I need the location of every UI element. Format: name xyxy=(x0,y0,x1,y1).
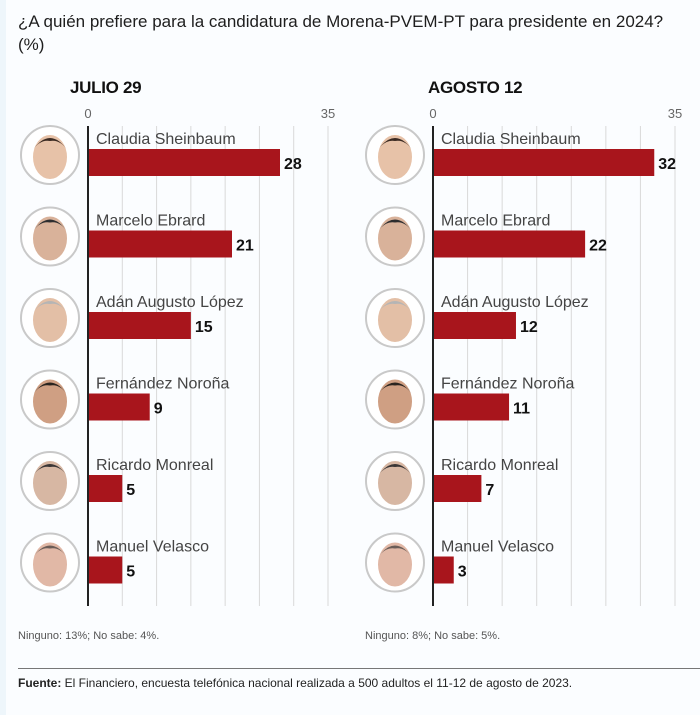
candidate-name: Ricardo Monreal xyxy=(441,457,558,474)
value-label: 5 xyxy=(126,482,135,499)
tick-label: 0 xyxy=(429,106,436,121)
candidate-photo xyxy=(365,369,425,430)
bar xyxy=(433,475,482,502)
candidate-name: Fernández Noroña xyxy=(96,376,230,393)
candidate-photo xyxy=(365,206,425,267)
candidate-photo xyxy=(365,288,425,348)
value-label: 7 xyxy=(485,482,494,499)
candidate-photo xyxy=(20,206,80,267)
source-line: Fuente: El Financiero, encuesta telefóni… xyxy=(18,676,572,690)
bar-chart-julio: 0 35 Claudia Sheinbaum 28 Marcelo Ebrard 21 Ad… xyxy=(20,106,335,606)
panel-title-agosto: AGOSTO 12 xyxy=(428,78,523,97)
candidate-photo xyxy=(20,288,80,348)
bar xyxy=(88,312,191,339)
bar xyxy=(433,312,516,339)
value-label: 15 xyxy=(195,319,213,336)
bar xyxy=(88,475,123,502)
bar xyxy=(88,393,150,421)
left-edge-strip xyxy=(0,0,6,715)
value-label: 21 xyxy=(236,238,254,255)
candidate-name: Adán Augusto López xyxy=(441,294,589,311)
panel-agosto: AGOSTO 12 0 35 Claudia Sheinbaum 32 Marcelo … xyxy=(345,0,695,642)
candidate-name: Claudia Sheinbaum xyxy=(96,131,236,148)
bar xyxy=(433,393,510,421)
candidate-photo xyxy=(20,125,80,185)
tick-label: 35 xyxy=(668,106,682,121)
candidate-name: Claudia Sheinbaum xyxy=(441,131,581,148)
bar xyxy=(433,149,655,176)
value-label: 12 xyxy=(520,319,538,336)
bar-chart-agosto: 0 35 Claudia Sheinbaum 32 Marcelo Ebrard 22 Ad… xyxy=(365,106,682,606)
bar xyxy=(88,149,280,176)
candidate-photo xyxy=(20,369,80,430)
bar xyxy=(88,556,123,584)
source-text: El Financiero, encuesta telefónica nacio… xyxy=(61,676,573,690)
value-label: 11 xyxy=(513,401,530,418)
candidate-name: Marcelo Ebrard xyxy=(96,213,205,230)
value-label: 9 xyxy=(154,401,163,418)
note-agosto: Ninguno: 8%; No sabe: 5%. xyxy=(365,630,501,642)
candidate-photo xyxy=(365,451,425,511)
candidate-photo xyxy=(365,532,425,593)
value-label: 3 xyxy=(458,564,467,581)
value-label: 22 xyxy=(589,238,607,255)
candidate-name: Ricardo Monreal xyxy=(96,457,213,474)
candidate-name: Manuel Velasco xyxy=(96,539,209,556)
tick-label: 35 xyxy=(321,106,335,121)
value-label: 32 xyxy=(658,156,676,173)
candidate-photo xyxy=(20,532,80,593)
candidate-name: Adán Augusto López xyxy=(96,294,244,311)
candidate-name: Marcelo Ebrard xyxy=(441,213,550,230)
bar xyxy=(88,230,232,258)
candidate-photo xyxy=(20,451,80,511)
bar xyxy=(433,556,454,584)
candidate-name: Manuel Velasco xyxy=(441,539,554,556)
source-label: Fuente: xyxy=(18,676,62,690)
tick-label: 0 xyxy=(84,106,91,121)
note-julio: Ninguno: 13%; No sabe: 4%. xyxy=(18,630,160,642)
value-label: 5 xyxy=(126,564,135,581)
chart-title: ¿A quién prefiere para la candidatura de… xyxy=(18,12,664,54)
panel-julio: JULIO 29 0 35 Claudia Sheinbaum 28 Marcelo E… xyxy=(0,0,350,642)
panel-title-julio: JULIO 29 xyxy=(70,78,142,97)
value-label: 28 xyxy=(284,156,302,173)
bar xyxy=(433,230,586,258)
candidate-photo xyxy=(365,125,425,185)
candidate-name: Fernández Noroña xyxy=(441,376,575,393)
divider xyxy=(18,668,700,669)
